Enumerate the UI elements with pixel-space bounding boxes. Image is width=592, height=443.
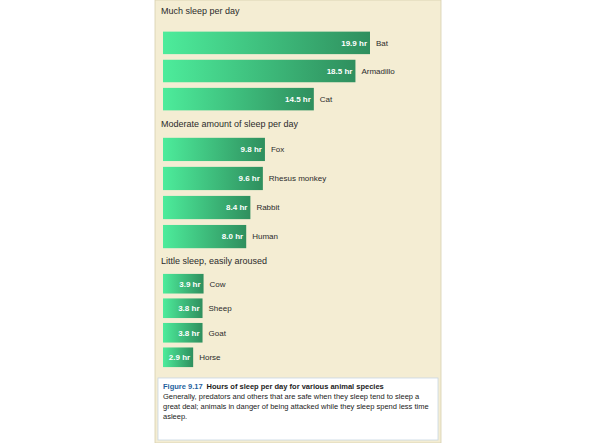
data-label: 9.8 hr [241,145,262,154]
data-label: 3.8 hr [178,304,199,313]
bars [163,138,265,248]
caption-text: great deal; animals in danger of being a… [163,402,429,411]
data-label: 19.9 hr [341,39,367,48]
caption-text: asleep. [163,412,187,421]
caption-text: Generally, predators and others that are… [163,392,420,401]
caption-box [158,378,438,440]
bar [163,138,265,161]
category-label: Armadillo [361,67,395,76]
bar [163,274,204,294]
group-title: Moderate amount of sleep per day [161,119,299,129]
data-label: 2.9 hr [169,353,190,362]
data-label: 3.8 hr [178,329,199,338]
category-labels: Bat Armadillo Cat [320,39,396,104]
bar [163,298,203,318]
data-label: 3.9 hr [179,280,200,289]
bar [163,60,355,83]
category-label: Sheep [209,304,233,313]
caption: Figure 9.17 Hours of sleep per day for va… [163,382,429,421]
category-label: Human [252,232,278,241]
bar [163,225,246,248]
category-label: Goat [209,329,227,338]
data-label: 14.5 hr [285,95,311,104]
bar [163,196,250,219]
category-label: Fox [271,145,284,154]
category-labels: Cow Sheep Goat Horse [199,280,232,363]
bars [163,32,370,111]
bar [163,323,203,343]
bar [163,88,314,111]
category-label: Cat [320,95,333,104]
category-label: Cow [210,280,226,289]
data-label: 8.0 hr [222,232,243,241]
bar [163,32,370,55]
bar [163,347,193,367]
data-label: 18.5 hr [327,67,353,76]
group-title: Little sleep, easily aroused [161,256,267,266]
category-label: Rhesus monkey [269,174,326,183]
category-label: Horse [199,353,221,362]
category-labels: Fox Rhesus monkey Rabbit Human [252,145,326,241]
data-labels: 9.8 hr 9.6 hr 8.4 hr 8.0 hr [222,145,262,241]
caption-text: Figure 9.17 [163,382,203,391]
group-title: Much sleep per day [161,6,240,16]
panel [155,0,441,443]
data-labels: 3.9 hr 3.8 hr 3.8 hr 2.9 hr [169,280,201,363]
data-label: 9.6 hr [239,174,260,183]
caption-text: Hours of sleep per day for various anima… [207,382,384,391]
data-labels: 19.9 hr 18.5 hr 14.5 hr [285,39,367,104]
figure: Much sleep per day 19.9 hr 18.5 hr 14.5 hr B… [0,0,592,443]
data-label: 8.4 hr [226,203,247,212]
category-label: Rabbit [256,203,280,212]
bars [163,274,204,367]
bar [163,167,263,190]
category-label: Bat [376,39,389,48]
